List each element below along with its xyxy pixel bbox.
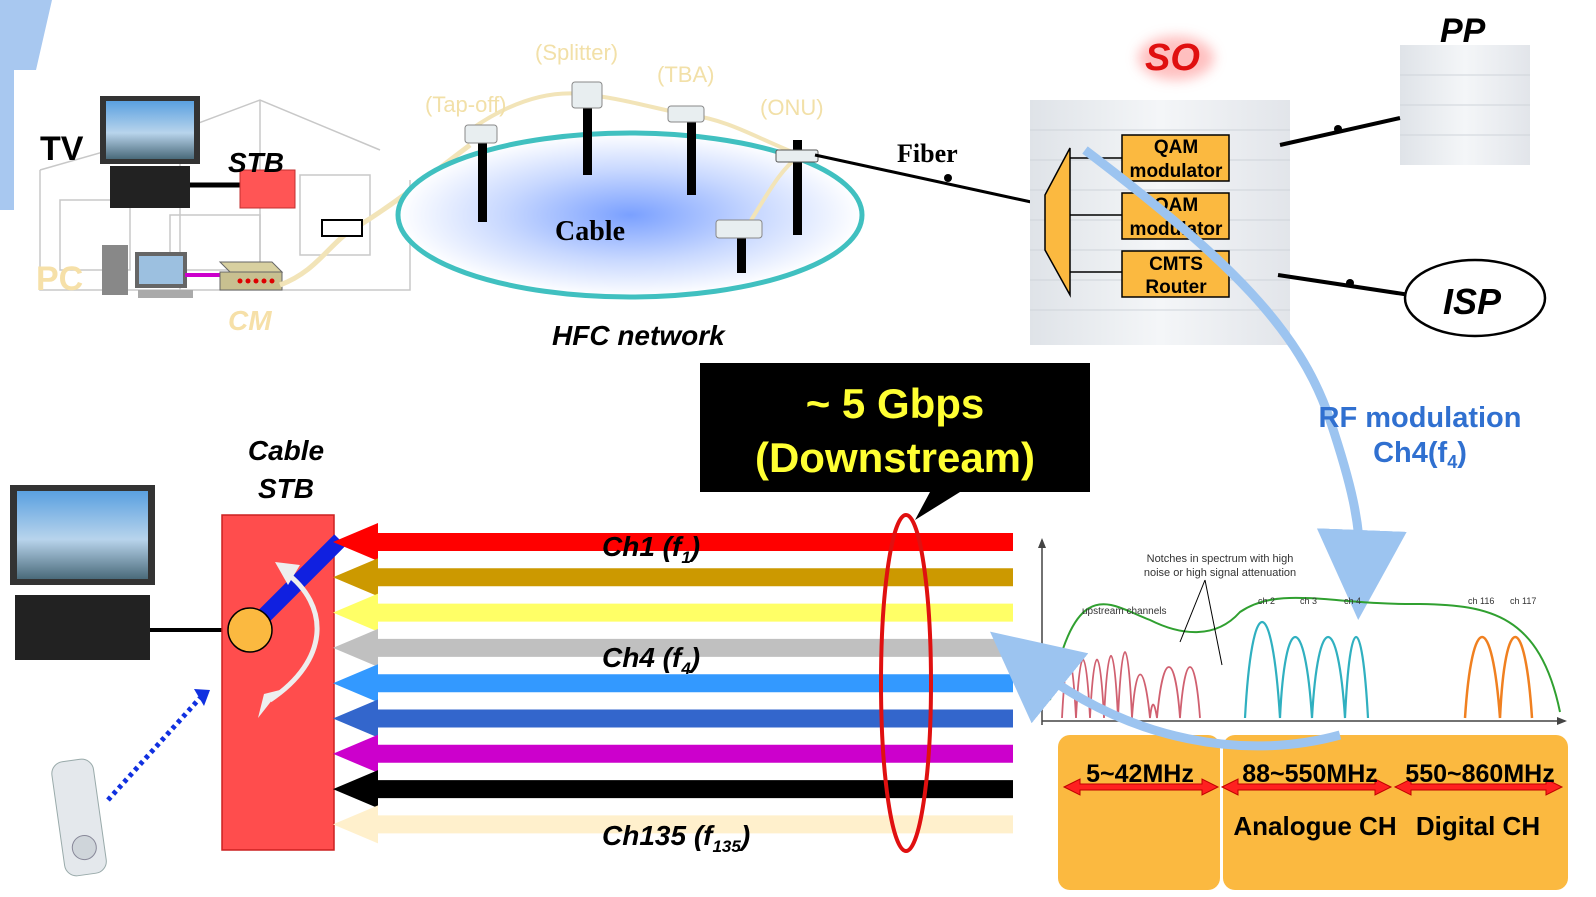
channel-arrows: [333, 523, 1013, 844]
qam2-line2: modulator: [1130, 219, 1223, 240]
fiber-line: [814, 153, 1046, 207]
stb-label: STB: [228, 147, 284, 178]
band2-label: 88~550MHz: [1242, 760, 1378, 788]
band-box-downstream: [1223, 735, 1568, 890]
cmts-line1: CMTS: [1149, 254, 1203, 275]
digital-ch-label: Digital CH: [1416, 811, 1540, 841]
tba-label: (TBA): [657, 62, 714, 87]
downstream-callout: ~ 5 Gbps (Downstream): [700, 363, 1090, 520]
ch117-label: ch 117: [1510, 596, 1536, 606]
cm-label: CM: [228, 305, 272, 336]
qam-modulator-1: QAM modulator: [1121, 134, 1230, 182]
channel-arrow: [333, 770, 1013, 809]
tap-off-label: (Tap-off): [425, 92, 507, 117]
tv-icon: [100, 96, 200, 208]
notches-note-line1: Notches in spectrum with high: [1147, 553, 1294, 565]
band-arrows: [1062, 778, 1564, 796]
channel-label-ch135: Ch135 (f135): [602, 820, 750, 856]
notches-note-line2: noise or high signal attenuation: [1144, 567, 1296, 579]
upstream-label: upstream channels: [1082, 606, 1167, 617]
rf-modulation-line2: Ch4(f4): [1373, 437, 1467, 472]
tuner-knob: [227, 607, 273, 653]
isp-link-dot: [1346, 279, 1354, 287]
cable-label: Cable: [555, 216, 625, 247]
onu-label: (ONU): [760, 95, 824, 120]
channel-arrow: [333, 699, 1013, 738]
cable-stb-line1: Cable: [248, 435, 324, 466]
pp-label: PP: [1440, 12, 1486, 50]
equipment-boxes: [464, 81, 819, 239]
stb-box: [239, 169, 296, 209]
isp-link: [1277, 273, 1411, 297]
bandwidth-ellipse: [879, 513, 933, 853]
qam-modulator-2: QAM modulator: [1121, 192, 1230, 240]
band3-label: 550~860MHz: [1405, 760, 1554, 788]
channel-label-ch1: Ch1 (f1): [602, 531, 700, 567]
splitter-label: (Splitter): [535, 40, 618, 65]
channel-label-ch4: Ch4 (f4): [602, 642, 700, 678]
channel-arrow: [333, 734, 1013, 773]
cmts-line2: Router: [1145, 277, 1207, 298]
so-glow: [1138, 36, 1214, 80]
ch2-label: ch 2: [1258, 596, 1275, 606]
accent-bar: [0, 0, 52, 210]
pp-building: [1400, 45, 1530, 165]
wall-outlet: [321, 219, 363, 237]
callout-line2: (Downstream): [755, 434, 1035, 481]
bottom-tv-icon: [10, 485, 155, 660]
callout-line1: ~ 5 Gbps: [806, 380, 985, 427]
poles: [478, 100, 802, 273]
cable-stb-line2: STB: [258, 473, 314, 504]
channel-arrow: [333, 805, 1013, 844]
ch116-label: ch 116: [1468, 596, 1494, 606]
ir-signal-head: [194, 689, 210, 706]
channel-arrow: [333, 523, 1013, 561]
cmts-router: CMTS Router: [1121, 250, 1230, 298]
hfc-network-label: HFC network: [552, 320, 726, 351]
fiber-label: Fiber: [897, 139, 958, 168]
channel-arrow: [333, 628, 1013, 667]
so-label: SO: [1145, 37, 1200, 79]
isp-label: ISP: [1443, 281, 1502, 322]
combiner: [1044, 147, 1071, 298]
tuner-rotate-arc: [268, 569, 320, 703]
ch4-label: ch 4: [1344, 596, 1361, 606]
qam1-line1: QAM: [1154, 137, 1198, 158]
channel-arrow: [333, 664, 1013, 703]
analogue-ch-label: Analogue CH: [1233, 811, 1396, 841]
fiber-dot: [944, 174, 952, 182]
spectrum-chart: [1038, 538, 1567, 725]
pp-link-dot: [1334, 125, 1342, 133]
cable-modem-icon: [218, 261, 284, 291]
tv-label: TV: [40, 130, 84, 168]
band1-label: 5~42MHz: [1086, 760, 1194, 788]
channel-arrow: [333, 593, 1013, 632]
band-box-upstream: [1058, 735, 1220, 890]
tuner-rotate-head-bottom: [258, 690, 280, 718]
channel-arrow: [333, 558, 1013, 597]
ch4-return-arrow: [990, 631, 1342, 751]
rf-arrow: [1082, 146, 1407, 620]
isp-cloud: [1403, 258, 1547, 338]
ir-signal-line: [106, 696, 202, 802]
rf-modulation-line1: RF modulation: [1319, 402, 1522, 434]
qam1-line2: modulator: [1130, 161, 1223, 182]
pc-label: PC: [36, 260, 83, 298]
tuner-rotate-head-top: [275, 562, 300, 585]
remote-control-icon: [51, 758, 107, 877]
ch3-label: ch 3: [1300, 596, 1317, 606]
pc-icon: [102, 245, 193, 298]
